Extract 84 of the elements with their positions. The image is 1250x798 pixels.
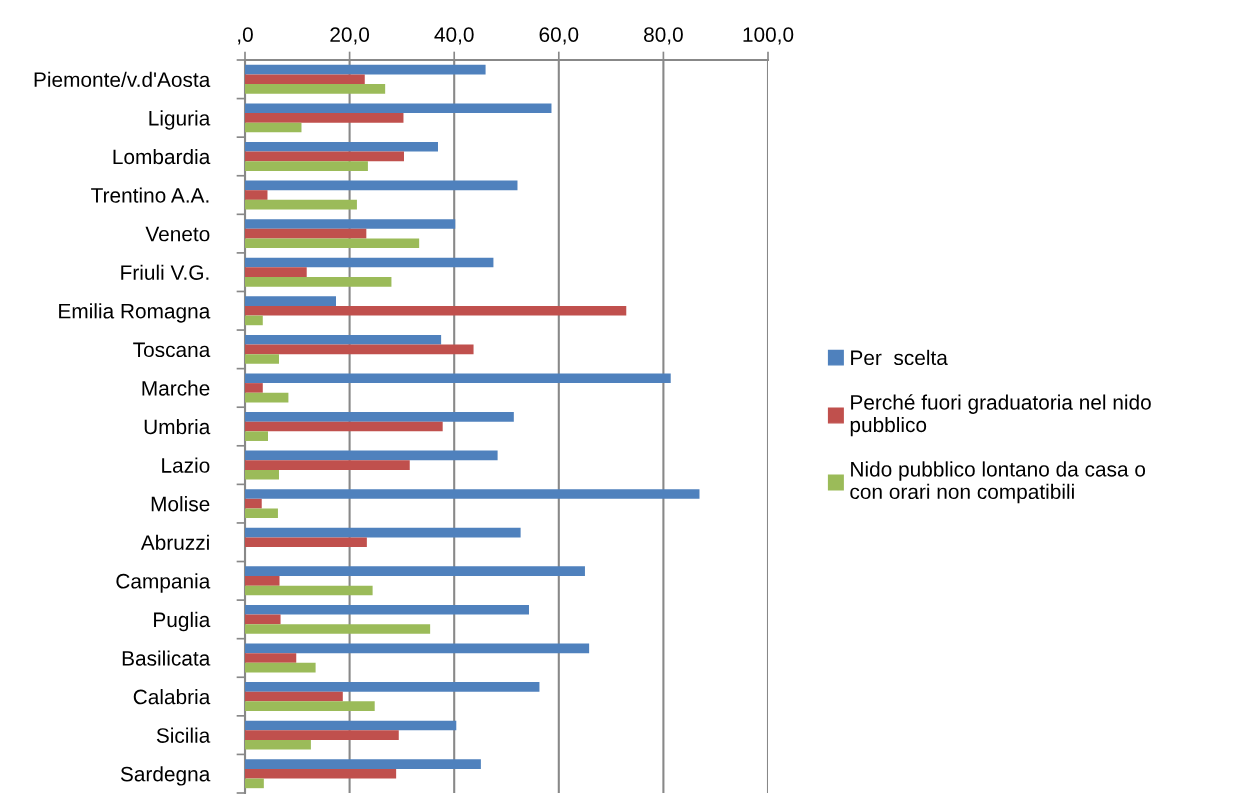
bar (245, 566, 585, 576)
x-tick-label: ,0 (238, 27, 253, 45)
bar (245, 412, 514, 422)
y-tick-label: Piemonte/v.d'Aosta (34, 71, 211, 88)
bar (245, 575, 280, 586)
bar (245, 354, 279, 364)
bar (245, 498, 262, 509)
bar (245, 527, 521, 538)
y-tick-label: Umbria (144, 418, 211, 435)
bar (245, 74, 365, 85)
bar (245, 383, 263, 393)
bar (245, 199, 357, 210)
bar (245, 84, 386, 94)
bar (245, 141, 438, 152)
bar (245, 460, 410, 470)
bar (245, 257, 494, 268)
y-tick-label: Sicilia (156, 727, 211, 743)
bar (245, 778, 264, 789)
bar (245, 305, 627, 316)
bar (245, 730, 399, 740)
y-tick-label: Lazio (162, 457, 210, 473)
x-tick-label: 20,0 (330, 27, 370, 45)
bar (245, 267, 307, 278)
bar (245, 161, 368, 171)
bar (245, 315, 263, 326)
y-tick-label: Basilicata (122, 650, 211, 666)
bar (245, 739, 311, 750)
bar (245, 219, 456, 229)
bar (245, 585, 373, 596)
y-tick-label: Emilia Romagna (59, 303, 211, 323)
bar (245, 113, 404, 123)
y-tick-label: Trentino A.A. (91, 187, 209, 203)
bar (245, 373, 671, 384)
legend-label: Nido pubblico lontano da casa o con orari non compatibili (850, 461, 1146, 504)
x-tick-label: 40,0 (434, 27, 474, 45)
bar (245, 720, 457, 731)
bar (245, 508, 278, 519)
bar (245, 643, 590, 654)
bar (245, 431, 269, 441)
bar (245, 614, 281, 625)
bar (245, 190, 268, 200)
bar (245, 537, 367, 548)
y-tick-label: Abruzzi (140, 534, 209, 550)
bar (245, 238, 420, 249)
bar (245, 122, 302, 133)
bar (245, 469, 279, 480)
legend-label: Perché fuori graduatoria nel nido pubblico (850, 394, 1151, 437)
x-tick-label: 100,0 (743, 27, 794, 45)
bar (245, 334, 442, 345)
bar (245, 624, 431, 634)
bar (245, 103, 552, 114)
x-tick-label: 80,0 (644, 27, 683, 45)
y-tick-label: Toscana (133, 342, 211, 358)
bar (245, 344, 474, 355)
bar (245, 64, 486, 75)
y-tick-label: Marche (142, 380, 210, 396)
y-tick-label: Molise (151, 496, 210, 512)
bar (245, 604, 529, 615)
legend-label: Per scelta (851, 349, 948, 366)
bar (245, 662, 316, 673)
y-tick-label: Lombardia (113, 148, 211, 165)
bar (245, 691, 343, 702)
y-tick-label: Friuli V.G. (121, 264, 209, 280)
bar (245, 759, 481, 769)
bar (245, 421, 443, 432)
bar (245, 768, 397, 779)
bar (245, 489, 700, 499)
y-tick-label: Sardegna (120, 766, 211, 786)
bar (245, 277, 392, 287)
x-tick-label: 60,0 (539, 27, 579, 45)
y-tick-label: Veneto (145, 226, 210, 242)
bar (245, 701, 375, 712)
bar (245, 228, 367, 239)
bar (245, 180, 518, 191)
bar (245, 682, 540, 692)
y-tick-label: Campania (116, 573, 211, 593)
bar (245, 653, 297, 663)
y-tick-label: Liguria (149, 110, 211, 130)
bar (245, 450, 498, 461)
y-tick-label: Puglia (154, 611, 211, 632)
bar (245, 151, 404, 162)
bar (245, 392, 289, 403)
bar (245, 296, 336, 306)
y-tick-label: Calabria (133, 689, 211, 705)
